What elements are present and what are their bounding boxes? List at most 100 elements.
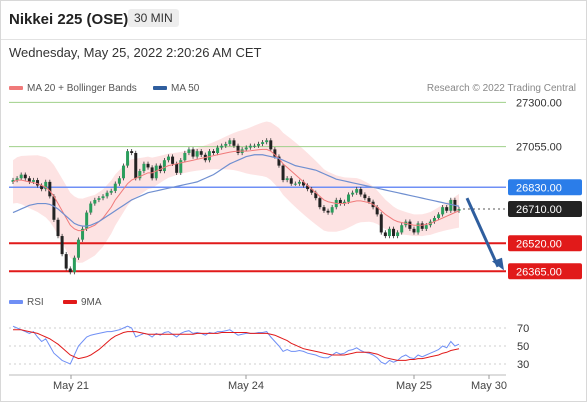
candle-body [52,196,56,220]
candle-body [117,178,121,184]
candle-body [387,228,391,237]
candle-body [252,145,256,147]
candle-body [211,151,215,153]
candle-body [48,181,52,197]
candle-body [15,178,19,181]
candle-body [126,151,130,166]
candle-body [310,189,314,193]
legend-ma20-label: MA 20 + Bollinger Bands [27,83,137,94]
candle-body [85,212,89,229]
candle-body [130,151,134,153]
legend-9ma-label: 9MA [81,297,102,308]
candle-body [265,140,269,143]
level-label: 26520.00 [516,238,562,250]
candle-body [207,151,211,161]
legend-rsi: RSI [9,297,44,308]
candle-body [220,145,224,148]
candle-body [97,198,101,200]
candle-body [236,145,240,153]
candle-body [60,236,64,255]
level-label: 27055.00 [516,142,562,154]
candle-body [412,228,416,233]
candle-body [322,207,326,211]
level-label-bg [508,200,582,217]
candle-body [330,207,334,213]
candle-body [162,160,166,172]
candle-body [244,147,248,150]
candle-body [195,151,199,157]
candle-body [367,198,371,202]
candle-body [72,257,76,273]
candle-body [257,143,261,146]
candle-body [445,207,449,211]
candle-body [101,196,105,199]
timeframe-badge[interactable]: 30 MIN [128,9,179,27]
candle-body [154,165,158,179]
candle-body [432,217,436,222]
candle-body [297,181,301,184]
candle-body [23,174,27,179]
ma50-line [12,154,460,227]
candle-body [347,194,351,202]
rsi-tick-label: 50 [517,341,529,353]
legend-ma50: MA 50 [153,83,199,94]
candle-body [306,185,310,190]
candle-body [27,178,31,182]
level-label: 26710.00 [516,204,562,216]
candle-body [134,152,138,179]
ma20-swatch [9,86,23,91]
candle-body [342,201,346,204]
legend-ma20: MA 20 + Bollinger Bands [9,83,137,94]
candle-body [457,208,461,211]
candle-body [19,174,23,179]
candle-body [158,165,162,172]
bollinger-bands [13,121,459,263]
candle-body [424,225,428,229]
candle-body [285,178,289,181]
forecast-arrowhead [492,257,504,271]
candle-body [396,232,400,237]
candle-body [437,214,441,218]
candle-body [105,192,109,197]
candle-body [293,183,297,185]
x-tick-label: May 21 [53,380,89,392]
timestamp: Wednesday, May 25, 2022 2:20:26 AM CET [9,45,262,60]
legend-rsi-label: RSI [27,297,44,308]
candle-body [199,151,203,155]
legend-ma50-label: MA 50 [171,83,200,94]
rsi-swatch [9,300,23,305]
candle-body [318,198,322,208]
candle-body [379,214,383,233]
candle-body [146,163,150,168]
candle-body [216,147,220,153]
candle-body [224,143,228,146]
x-tick-label: May 30 [471,380,507,392]
candle-body [449,199,453,211]
candle-body [302,181,306,186]
instrument-title: Nikkei 225 (OSE) [9,11,129,28]
candle-body [359,189,363,195]
candle-body [228,140,232,144]
candle-body [11,180,15,182]
candle-body [408,221,412,229]
legend-9ma: 9MA [63,297,102,308]
candle-body [138,171,142,179]
x-tick-label: May 25 [396,380,432,392]
candle-body [392,228,396,237]
candle-body [36,180,40,186]
candle-body [375,207,379,215]
candle-body [248,145,252,148]
candle-body [89,203,93,213]
candle-body [269,140,273,150]
candle-body [355,189,359,193]
candle-body [76,239,80,258]
candle-body [64,254,68,269]
candle-body [68,268,72,273]
level-label: 26365.00 [516,266,562,278]
forecast-arrow [465,197,500,268]
candle-body [44,181,48,190]
candle-body [273,149,277,157]
candle-body [420,223,424,229]
